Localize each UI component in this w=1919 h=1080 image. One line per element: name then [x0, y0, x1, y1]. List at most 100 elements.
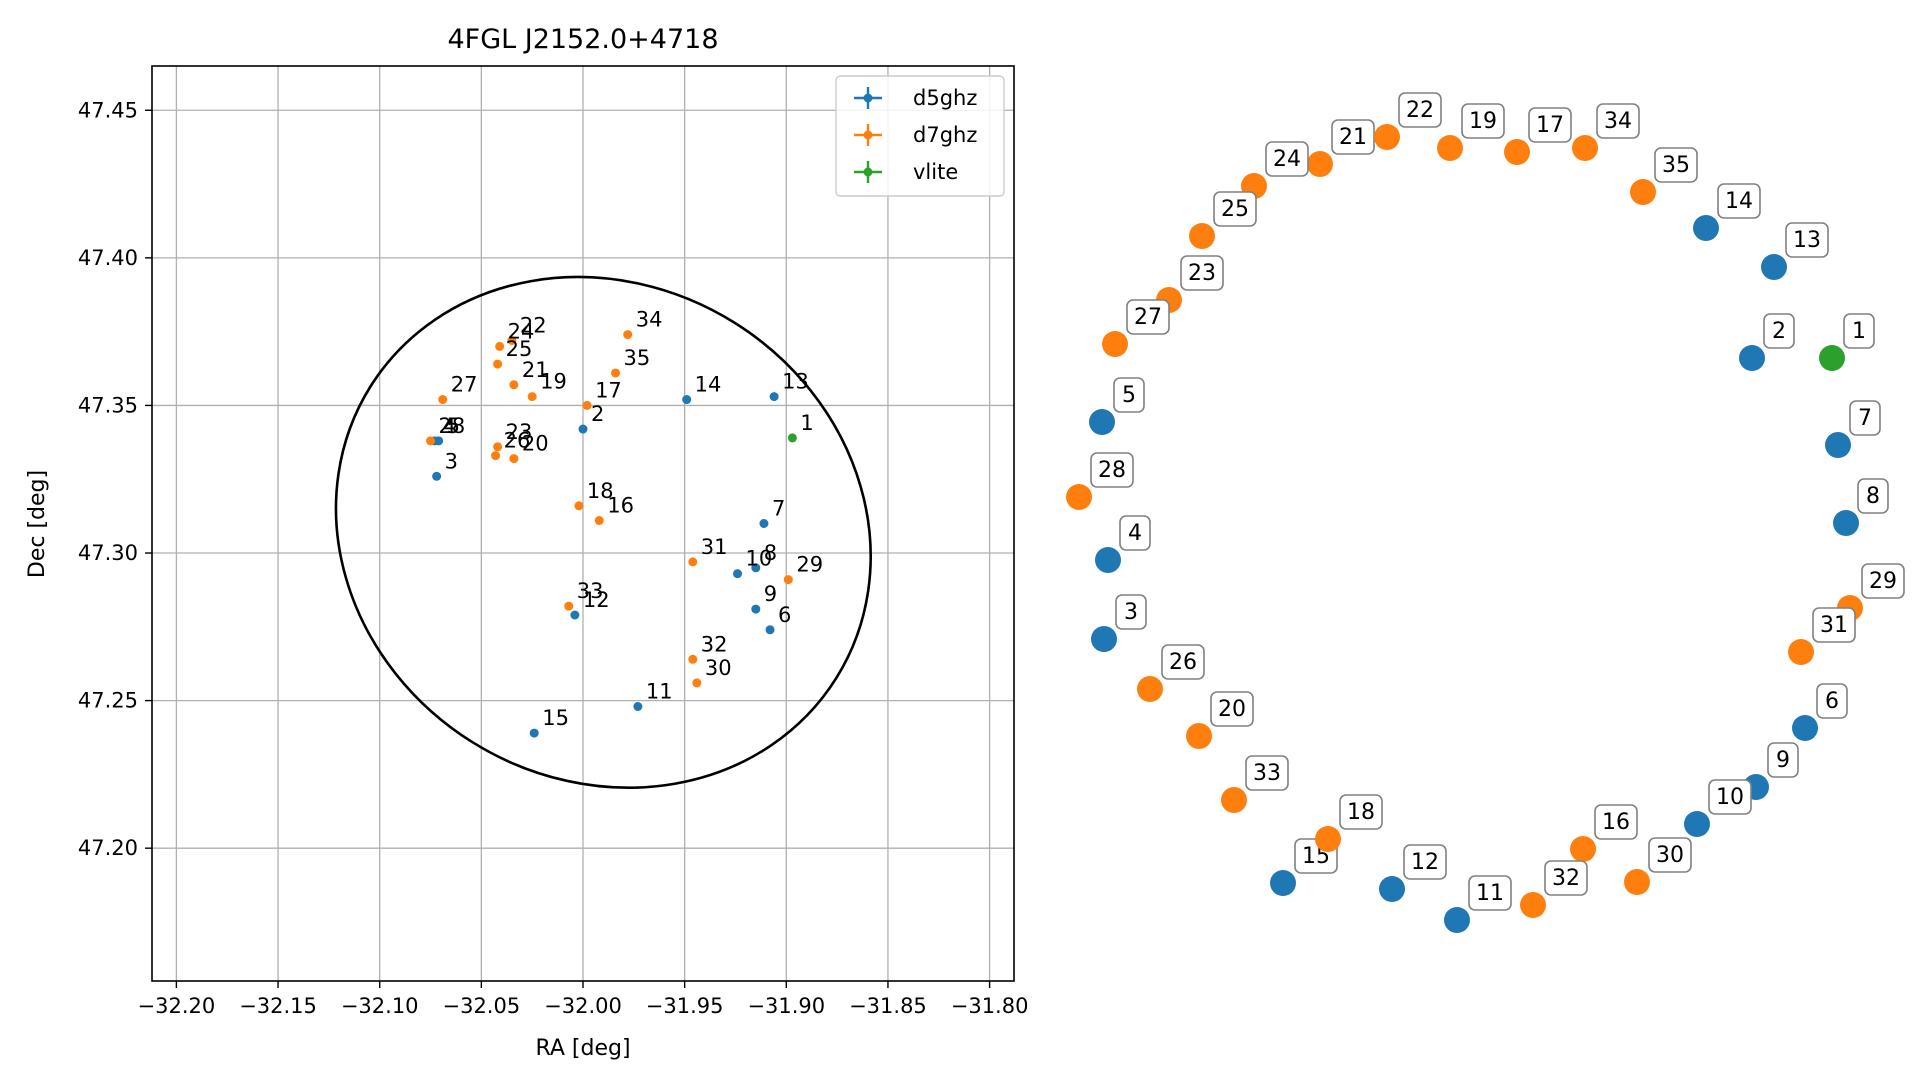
d5ghz-ring-point	[1684, 811, 1710, 837]
legend: d5ghz d7ghz vlite	[835, 75, 1005, 197]
d7ghz-point	[594, 516, 604, 526]
x-tick-label: −32.00	[544, 994, 622, 1018]
legend-box	[835, 75, 1005, 197]
x-tick-label: −31.90	[747, 994, 825, 1018]
x-tick-label: −31.80	[951, 994, 1029, 1018]
scatter-points: 2345678910111213141516171819202122232425…	[426, 308, 823, 738]
ring-label-box	[1265, 141, 1309, 177]
ring-label: 33	[1253, 761, 1281, 786]
point-label: 28	[439, 414, 466, 438]
ring-label: 16	[1602, 810, 1630, 835]
ring-label: 34	[1604, 109, 1632, 134]
legend-marker-dot	[863, 93, 873, 103]
legend-marker-dot	[863, 167, 873, 177]
d7ghz-point	[507, 336, 517, 345]
d7ghz-ring-point	[1520, 892, 1546, 918]
d5ghz-point	[434, 436, 444, 446]
chart-title: 4FGL J2152.0+4718	[447, 24, 718, 55]
point-label: 15	[542, 706, 569, 730]
d5ghz-point	[570, 610, 580, 620]
point-label: 17	[595, 378, 622, 402]
error-ellipse	[334, 275, 872, 789]
ring-label-box	[1245, 755, 1289, 791]
ring-label-box	[1717, 183, 1761, 219]
ring-label-box	[1468, 875, 1512, 911]
ring-label: 31	[1820, 613, 1848, 638]
ring-label: 25	[1221, 197, 1249, 222]
d7ghz-point	[509, 454, 519, 464]
point-label: 30	[705, 656, 732, 680]
y-tick-label: 47.35	[78, 393, 138, 417]
point-label: 29	[796, 553, 823, 577]
d7ghz-ring-point	[1307, 151, 1333, 177]
d7ghz-ring-point	[1630, 179, 1656, 205]
d5ghz-ring-point	[1739, 345, 1765, 371]
y-tick-label: 47.25	[78, 689, 138, 713]
d5ghz-point	[733, 569, 743, 579]
ring-label-box	[1180, 255, 1224, 291]
ring-label-box	[1648, 837, 1692, 873]
ring-label: 26	[1169, 650, 1197, 675]
d7ghz-point	[623, 330, 633, 340]
d7ghz-point	[426, 436, 436, 446]
ring-label-box	[1843, 313, 1875, 349]
d7ghz-point	[783, 575, 793, 585]
d5ghz-ring-point	[1270, 870, 1296, 896]
y-tick-label: 47.30	[78, 541, 138, 565]
ring-label: 23	[1188, 261, 1216, 286]
ring-label-box	[1115, 594, 1147, 630]
point-label: 10	[746, 547, 773, 571]
ring-label: 1	[1852, 319, 1866, 344]
ring-label-box	[1785, 222, 1829, 258]
ring-label-box	[1594, 804, 1638, 840]
ring-label: 4	[1128, 521, 1142, 546]
ring-label-box	[1398, 92, 1442, 128]
d5ghz-point	[578, 424, 588, 434]
grid	[152, 66, 1014, 981]
ring-label: 2	[1772, 319, 1786, 344]
point-label: 31	[701, 535, 728, 559]
point-label: 1	[800, 411, 813, 435]
d5ghz-ring-point	[1444, 907, 1470, 933]
d7ghz-point	[611, 368, 621, 378]
d7ghz-point	[438, 395, 448, 405]
d7ghz-ring-point	[1374, 124, 1400, 150]
ring-label-box	[1763, 313, 1795, 349]
d7ghz-ring-point	[1189, 223, 1215, 249]
ring-label: 6	[1825, 689, 1839, 714]
d5ghz-ring-point	[1379, 876, 1405, 902]
ring-label: 17	[1536, 113, 1564, 138]
ring-label: 21	[1339, 125, 1367, 150]
d5ghz-point	[751, 604, 761, 614]
right-ring-panel: 1234567891011121314151617181920212223242…	[1066, 92, 1905, 933]
point-label: 26	[504, 429, 531, 453]
x-tick-label: −32.20	[138, 994, 216, 1018]
d5ghz-point	[432, 471, 442, 481]
d7ghz-ring-point	[1066, 484, 1092, 510]
d7ghz-point	[582, 400, 592, 410]
d7ghz-ring-point	[1504, 139, 1530, 165]
point-label: 16	[607, 494, 634, 518]
ring-label-box	[1528, 107, 1572, 143]
point-label: 35	[624, 346, 651, 370]
d5ghz-point	[759, 519, 769, 528]
d7ghz-ring-point	[1437, 135, 1463, 161]
point-label: 8	[764, 541, 777, 565]
x-tick-label: −31.85	[849, 994, 927, 1018]
ring-label-box	[1339, 794, 1383, 830]
ring-label: 12	[1411, 850, 1439, 875]
d5ghz-ring-point	[1089, 409, 1115, 435]
d7ghz-point	[493, 359, 503, 369]
point-label: 19	[540, 370, 567, 394]
ring-label-box	[1161, 644, 1205, 680]
point-label: 20	[522, 432, 549, 456]
ring-label-box	[1708, 779, 1752, 815]
d7ghz-ring-point	[1137, 676, 1163, 702]
ring-label: 35	[1662, 153, 1690, 178]
ring-label: 27	[1134, 305, 1162, 330]
x-tick-label: −31.95	[646, 994, 724, 1018]
y-tick-label: 47.20	[78, 836, 138, 860]
y-tick-label: 47.45	[78, 98, 138, 122]
ring-label: 7	[1858, 406, 1872, 431]
